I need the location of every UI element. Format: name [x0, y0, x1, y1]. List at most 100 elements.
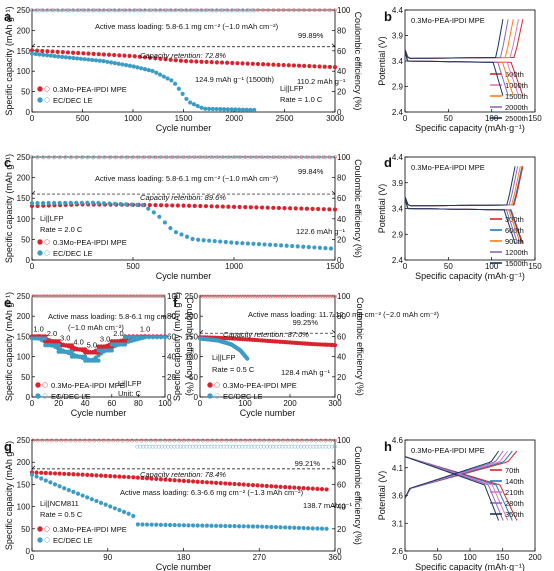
capacity-point: [149, 476, 154, 481]
capacity-point: [183, 59, 189, 64]
efficiency-point: [46, 155, 51, 160]
charge-curve: [404, 19, 504, 59]
capacity-point: [94, 498, 99, 504]
y2-axis-label: Coulombic efficiency (%): [355, 297, 365, 396]
panel-title: 0.3Mo-PEA-IPDI MPE: [411, 446, 485, 455]
capacity-point: [98, 473, 104, 478]
capacity-point: [52, 482, 58, 487]
efficiency-point: [178, 444, 183, 449]
efficiency-point: [151, 155, 156, 160]
efficiency-point: [238, 294, 243, 299]
capacity-point: [120, 62, 125, 67]
capacity-point: [41, 52, 46, 57]
capacity-point: [190, 236, 195, 242]
capacity-point: [85, 472, 90, 477]
y-tick-label: 2.9: [392, 83, 404, 92]
efficiency-point: [248, 438, 252, 443]
efficiency-point: [273, 155, 278, 160]
efficiency-point: [203, 8, 208, 13]
capacity-point: [40, 200, 46, 206]
capacity-point: [144, 476, 150, 481]
annotation: Rate = 0.5 C: [212, 365, 255, 374]
efficiency-point: [63, 438, 68, 443]
efficiency-point: [240, 155, 245, 160]
efficiency-point: [317, 444, 322, 449]
efficiency-point: [69, 155, 74, 160]
y2-tick-label: 40: [337, 67, 346, 76]
capacity-point: [71, 472, 76, 477]
capacity-point: [209, 204, 214, 209]
capacity-point: [273, 484, 279, 489]
efficiency-point: [190, 155, 195, 160]
capacity-point: [63, 55, 68, 60]
capacity-point: [283, 485, 288, 490]
legend-label: 1000th: [505, 81, 528, 90]
legend-label: 1500th: [505, 259, 528, 268]
capacity-point: [66, 487, 71, 493]
x-tick-label: 50: [433, 553, 442, 562]
rate-label: 3.0: [60, 333, 70, 342]
efficiency-point: [218, 155, 223, 160]
efficiency-point: [200, 444, 205, 449]
capacity-point: [260, 483, 265, 488]
capacity-point: [235, 61, 240, 66]
capacity-point: [97, 58, 102, 63]
efficiency-point: [79, 155, 84, 160]
capacity-point: [306, 486, 311, 491]
capacity-point: [204, 480, 210, 485]
efficiency-point: [261, 8, 266, 13]
capacity-point: [209, 480, 214, 485]
capacity-point: [86, 51, 91, 56]
x-axis-label: Cycle number: [156, 562, 212, 571]
capacity-point: [146, 206, 151, 211]
efficiency-point: [286, 444, 291, 449]
y2-tick-label: 20: [337, 525, 346, 534]
efficiency-point: [257, 155, 261, 160]
efficiency-point: [289, 444, 294, 449]
capacity-point: [324, 487, 329, 492]
capacity-point: [296, 63, 302, 68]
capacity-point: [56, 339, 61, 344]
annotation: Rate = 2.0 C: [40, 225, 83, 234]
efficiency-point: [300, 294, 305, 299]
capacity-point: [231, 204, 237, 209]
charge-curve: [404, 19, 524, 59]
x-tick-label: 0: [30, 262, 35, 271]
efficiency-point: [275, 294, 280, 299]
legend-label: EC/DEC LE: [53, 96, 93, 105]
x-tick-label: 100: [158, 399, 172, 408]
x-axis-label: Specific capacity (mAh·g⁻¹): [415, 271, 525, 281]
efficiency-point: [265, 444, 269, 449]
capacity-point: [188, 100, 193, 105]
capacity-point: [117, 508, 122, 513]
y-tick-label: 250: [17, 436, 31, 445]
capacity-point: [89, 497, 94, 502]
y-tick-label: 100: [185, 353, 199, 362]
efficiency-point: [33, 8, 38, 13]
efficiency-point: [210, 438, 215, 443]
capacity-point: [248, 205, 253, 210]
efficiency-point: [303, 294, 308, 299]
capacity-point: [80, 493, 85, 498]
efficiency-point: [106, 438, 111, 443]
efficiency-point: [268, 155, 272, 160]
x-tick-label: 2000: [225, 114, 243, 123]
y-tick-label: 100: [17, 67, 31, 76]
capacity-point: [225, 107, 230, 112]
efficiency-point: [218, 294, 223, 299]
capacity-point: [94, 473, 99, 478]
y2-tick-label: 20: [337, 88, 346, 97]
annotation: Active mass loading: 5.8-6.1 mg cm⁻² (~1…: [95, 174, 279, 183]
capacity-point: [204, 59, 209, 65]
legend-marker: [214, 393, 220, 399]
efficiency-point: [323, 294, 327, 299]
capacity-point: [162, 220, 167, 225]
capacity-point: [232, 524, 237, 529]
efficiency-point: [73, 438, 78, 443]
legend-marker: [207, 382, 213, 388]
capacity-point: [178, 58, 184, 63]
efficiency-point: [333, 155, 337, 160]
capacity-point: [163, 57, 168, 62]
efficiency-point: [63, 8, 68, 13]
capacity-point: [332, 207, 338, 212]
